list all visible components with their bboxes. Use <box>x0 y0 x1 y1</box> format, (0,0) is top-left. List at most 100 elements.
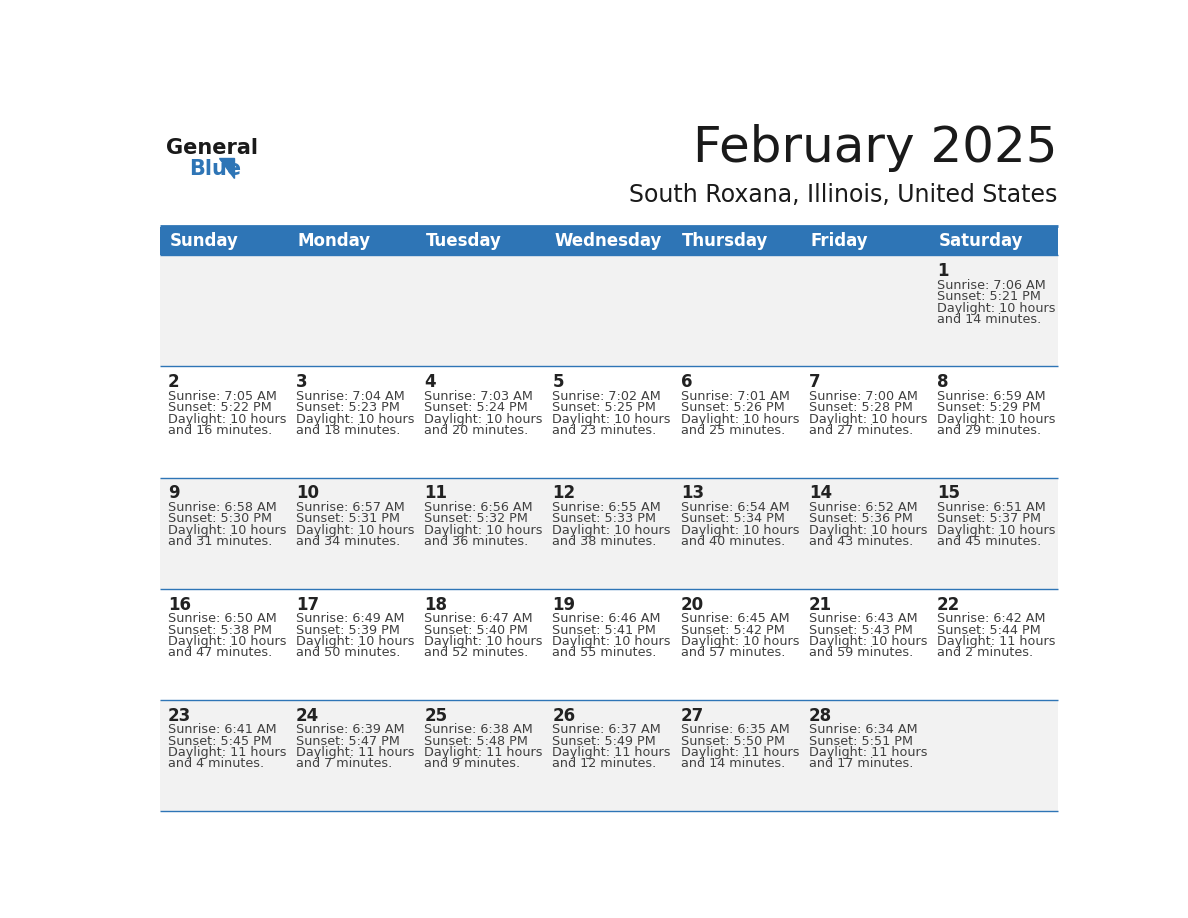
Text: Sunset: 5:29 PM: Sunset: 5:29 PM <box>937 401 1041 414</box>
Text: 3: 3 <box>296 374 308 391</box>
Text: Sunrise: 7:05 AM: Sunrise: 7:05 AM <box>168 390 277 403</box>
Text: Sunrise: 6:45 AM: Sunrise: 6:45 AM <box>681 612 789 625</box>
Text: Daylight: 11 hours: Daylight: 11 hours <box>296 746 415 759</box>
Text: Sunrise: 6:46 AM: Sunrise: 6:46 AM <box>552 612 661 625</box>
Text: Sunrise: 6:56 AM: Sunrise: 6:56 AM <box>424 501 533 514</box>
Text: 16: 16 <box>168 596 191 613</box>
Text: Sunset: 5:39 PM: Sunset: 5:39 PM <box>296 623 400 636</box>
Text: Sunrise: 6:39 AM: Sunrise: 6:39 AM <box>296 723 405 736</box>
Text: Daylight: 10 hours: Daylight: 10 hours <box>424 413 543 426</box>
Text: Sunrise: 6:37 AM: Sunrise: 6:37 AM <box>552 723 662 736</box>
Text: Sunrise: 7:04 AM: Sunrise: 7:04 AM <box>296 390 405 403</box>
Text: 15: 15 <box>937 485 960 502</box>
Text: Sunset: 5:38 PM: Sunset: 5:38 PM <box>168 623 272 636</box>
Text: Sunday: Sunday <box>170 232 239 251</box>
Text: and 27 minutes.: and 27 minutes. <box>809 424 914 437</box>
Polygon shape <box>220 158 234 178</box>
Text: Daylight: 10 hours: Daylight: 10 hours <box>937 302 1056 315</box>
Text: 28: 28 <box>809 707 832 724</box>
Text: Friday: Friday <box>810 232 868 251</box>
Text: Daylight: 11 hours: Daylight: 11 hours <box>424 746 543 759</box>
Text: and 55 minutes.: and 55 minutes. <box>552 646 657 659</box>
Text: Daylight: 10 hours: Daylight: 10 hours <box>552 635 671 648</box>
Text: 24: 24 <box>296 707 320 724</box>
Text: 4: 4 <box>424 374 436 391</box>
Text: Thursday: Thursday <box>682 232 769 251</box>
Text: Sunrise: 7:02 AM: Sunrise: 7:02 AM <box>552 390 662 403</box>
Text: 18: 18 <box>424 596 448 613</box>
Text: Saturday: Saturday <box>939 232 1023 251</box>
Text: Sunrise: 6:43 AM: Sunrise: 6:43 AM <box>809 612 917 625</box>
Text: Daylight: 10 hours: Daylight: 10 hours <box>937 524 1056 537</box>
Text: Sunset: 5:43 PM: Sunset: 5:43 PM <box>809 623 912 636</box>
Text: Daylight: 10 hours: Daylight: 10 hours <box>809 635 928 648</box>
Text: Blue: Blue <box>190 160 241 179</box>
Text: Sunrise: 7:00 AM: Sunrise: 7:00 AM <box>809 390 918 403</box>
Text: Monday: Monday <box>298 232 371 251</box>
Text: and 17 minutes.: and 17 minutes. <box>809 757 914 770</box>
Text: 10: 10 <box>296 485 320 502</box>
Text: and 38 minutes.: and 38 minutes. <box>552 535 657 548</box>
Text: Daylight: 10 hours: Daylight: 10 hours <box>296 413 415 426</box>
Text: Sunrise: 6:42 AM: Sunrise: 6:42 AM <box>937 612 1045 625</box>
Text: 5: 5 <box>552 374 564 391</box>
Text: Wednesday: Wednesday <box>554 232 662 251</box>
Text: Daylight: 11 hours: Daylight: 11 hours <box>552 746 671 759</box>
Text: Daylight: 10 hours: Daylight: 10 hours <box>937 413 1056 426</box>
Text: Sunset: 5:30 PM: Sunset: 5:30 PM <box>168 512 272 525</box>
Text: Sunrise: 7:01 AM: Sunrise: 7:01 AM <box>681 390 790 403</box>
Text: Sunset: 5:41 PM: Sunset: 5:41 PM <box>552 623 657 636</box>
Bar <box>160 700 1057 811</box>
Text: 14: 14 <box>809 485 832 502</box>
Text: Sunrise: 6:47 AM: Sunrise: 6:47 AM <box>424 612 533 625</box>
Text: Sunrise: 6:51 AM: Sunrise: 6:51 AM <box>937 501 1045 514</box>
Text: Daylight: 10 hours: Daylight: 10 hours <box>168 524 286 537</box>
Bar <box>160 366 1057 477</box>
Text: and 52 minutes.: and 52 minutes. <box>424 646 529 659</box>
Text: Sunset: 5:24 PM: Sunset: 5:24 PM <box>424 401 527 414</box>
Text: 27: 27 <box>681 707 704 724</box>
Text: Sunset: 5:22 PM: Sunset: 5:22 PM <box>168 401 272 414</box>
Text: Sunrise: 7:06 AM: Sunrise: 7:06 AM <box>937 279 1045 292</box>
Text: Sunset: 5:47 PM: Sunset: 5:47 PM <box>296 734 400 747</box>
Text: Daylight: 10 hours: Daylight: 10 hours <box>424 635 543 648</box>
Text: and 7 minutes.: and 7 minutes. <box>296 757 392 770</box>
Text: Sunset: 5:34 PM: Sunset: 5:34 PM <box>681 512 784 525</box>
Text: and 18 minutes.: and 18 minutes. <box>296 424 400 437</box>
Text: Daylight: 11 hours: Daylight: 11 hours <box>937 635 1056 648</box>
Text: Daylight: 10 hours: Daylight: 10 hours <box>681 524 800 537</box>
Text: and 45 minutes.: and 45 minutes. <box>937 535 1042 548</box>
Bar <box>160 227 1057 255</box>
Text: Sunset: 5:48 PM: Sunset: 5:48 PM <box>424 734 529 747</box>
Text: Sunset: 5:32 PM: Sunset: 5:32 PM <box>424 512 529 525</box>
Text: Sunset: 5:26 PM: Sunset: 5:26 PM <box>681 401 784 414</box>
Text: February 2025: February 2025 <box>693 124 1057 172</box>
Text: 20: 20 <box>681 596 703 613</box>
Text: Sunset: 5:36 PM: Sunset: 5:36 PM <box>809 512 912 525</box>
Text: Sunrise: 6:58 AM: Sunrise: 6:58 AM <box>168 501 277 514</box>
Text: and 50 minutes.: and 50 minutes. <box>296 646 400 659</box>
Text: and 4 minutes.: and 4 minutes. <box>168 757 264 770</box>
Text: Sunrise: 6:59 AM: Sunrise: 6:59 AM <box>937 390 1045 403</box>
Text: Sunrise: 6:41 AM: Sunrise: 6:41 AM <box>168 723 277 736</box>
Text: Sunrise: 6:57 AM: Sunrise: 6:57 AM <box>296 501 405 514</box>
Text: Sunrise: 6:55 AM: Sunrise: 6:55 AM <box>552 501 662 514</box>
Text: and 31 minutes.: and 31 minutes. <box>168 535 272 548</box>
Text: Sunset: 5:28 PM: Sunset: 5:28 PM <box>809 401 912 414</box>
Text: Daylight: 10 hours: Daylight: 10 hours <box>809 524 928 537</box>
Text: Sunset: 5:33 PM: Sunset: 5:33 PM <box>552 512 657 525</box>
Text: 1: 1 <box>937 263 948 280</box>
Text: Sunrise: 6:54 AM: Sunrise: 6:54 AM <box>681 501 789 514</box>
Text: and 16 minutes.: and 16 minutes. <box>168 424 272 437</box>
Text: 26: 26 <box>552 707 576 724</box>
Bar <box>160 255 1057 366</box>
Text: 11: 11 <box>424 485 448 502</box>
Text: Sunset: 5:49 PM: Sunset: 5:49 PM <box>552 734 656 747</box>
Text: and 20 minutes.: and 20 minutes. <box>424 424 529 437</box>
Bar <box>160 588 1057 700</box>
Text: Sunset: 5:51 PM: Sunset: 5:51 PM <box>809 734 912 747</box>
Text: 2: 2 <box>168 374 179 391</box>
Text: Sunrise: 6:50 AM: Sunrise: 6:50 AM <box>168 612 277 625</box>
Text: Sunrise: 7:03 AM: Sunrise: 7:03 AM <box>424 390 533 403</box>
Text: Sunset: 5:40 PM: Sunset: 5:40 PM <box>424 623 529 636</box>
